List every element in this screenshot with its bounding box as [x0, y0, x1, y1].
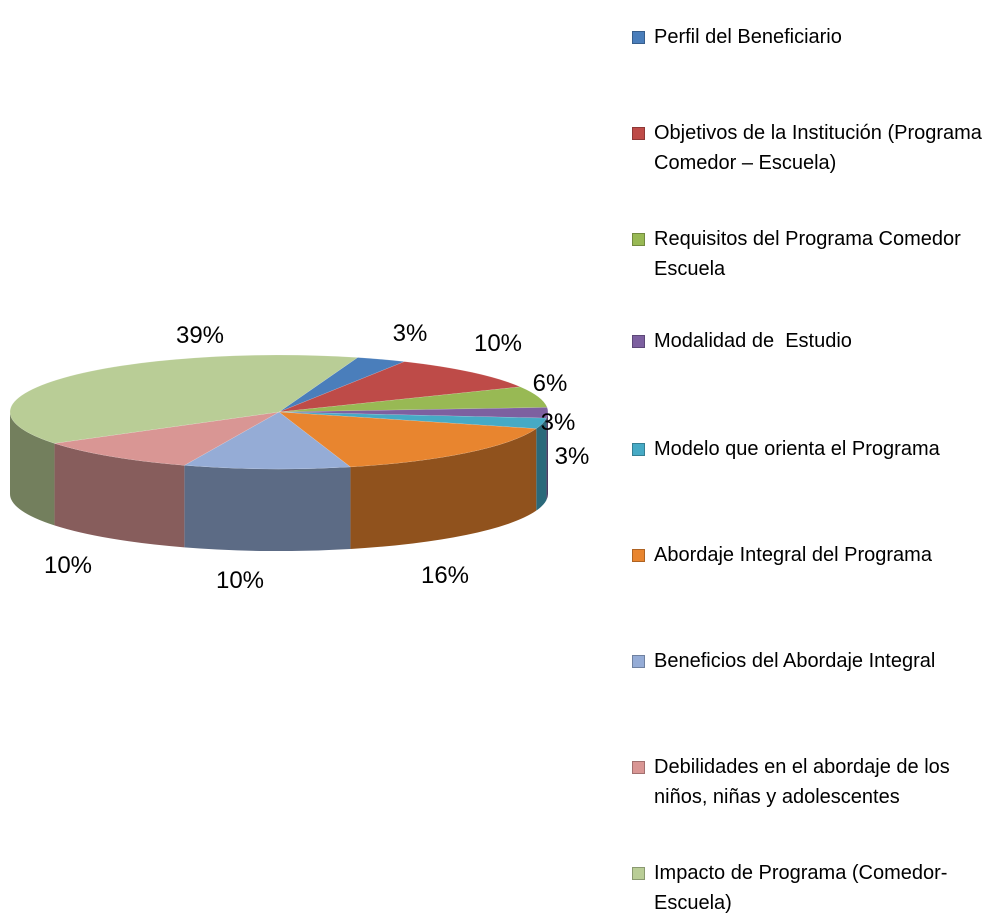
- legend-swatch: [632, 443, 645, 456]
- pie-slice: [278, 357, 405, 413]
- legend-item: Impacto de Programa (Comedor- Escuela): [632, 858, 982, 915]
- legend-swatch: [632, 549, 645, 562]
- legend-item: Perfil del Beneficiario: [632, 22, 982, 52]
- legend-item: Modalidad de Estudio: [632, 326, 982, 356]
- legend-label: Abordaje Integral del Programa: [654, 544, 932, 566]
- data-label: 3%: [555, 443, 590, 470]
- legend-label: Perfil del Beneficiario: [654, 26, 842, 48]
- pie-slice: [183, 411, 352, 470]
- pie-slice: [9, 354, 359, 444]
- pie-slice: [54, 411, 280, 466]
- pie-slice: [278, 361, 522, 413]
- pie-slice-side: [536, 418, 547, 511]
- legend-swatch: [632, 233, 645, 246]
- data-label: 10%: [474, 330, 522, 357]
- legend-item: Beneficios del Abordaje Integral: [632, 646, 982, 676]
- data-label: 10%: [44, 552, 92, 579]
- pie-slice: [278, 411, 537, 468]
- legend-label: Debilidades en el abordaje de los niños,…: [654, 756, 956, 808]
- legend-item: Abordaje Integral del Programa: [632, 540, 982, 570]
- legend-label: Modalidad de Estudio: [654, 330, 852, 352]
- legend-label: Objetivos de la Institución (Programa Co…: [654, 122, 988, 174]
- legend-item: Debilidades en el abordaje de los niños,…: [632, 752, 982, 812]
- pie-slice: [278, 411, 547, 429]
- legend-swatch: [632, 335, 645, 348]
- pie-slice: [278, 386, 548, 413]
- legend-swatch: [632, 761, 645, 774]
- data-label: 10%: [216, 567, 264, 594]
- legend-swatch: [632, 31, 645, 44]
- pie-slice-side: [54, 443, 185, 548]
- pie-slice-side: [350, 428, 537, 549]
- data-label: 16%: [421, 562, 469, 589]
- pie-slice-side: [184, 465, 351, 551]
- data-label: 3%: [393, 320, 428, 347]
- data-label: 39%: [176, 322, 224, 349]
- legend-swatch: [632, 127, 645, 140]
- pie-slice: [278, 407, 549, 419]
- legend-swatch: [632, 867, 645, 880]
- legend-label: Impacto de Programa (Comedor- Escuela): [654, 862, 954, 914]
- legend-label: Modelo que orienta el Programa: [654, 438, 940, 460]
- data-label: 3%: [541, 409, 576, 436]
- legend-label: Beneficios del Abordaje Integral: [654, 650, 936, 672]
- legend-label: Requisitos del Programa Comedor Escuela: [654, 228, 967, 280]
- legend-item: Objetivos de la Institución (Programa Co…: [632, 118, 982, 178]
- legend-item: Modelo que orienta el Programa: [632, 434, 982, 464]
- data-label: 6%: [533, 370, 568, 397]
- pie-slice-side: [10, 412, 55, 526]
- legend-swatch: [632, 655, 645, 668]
- legend-item: Requisitos del Programa Comedor Escuela: [632, 224, 982, 284]
- pie-slice-side: [546, 412, 548, 501]
